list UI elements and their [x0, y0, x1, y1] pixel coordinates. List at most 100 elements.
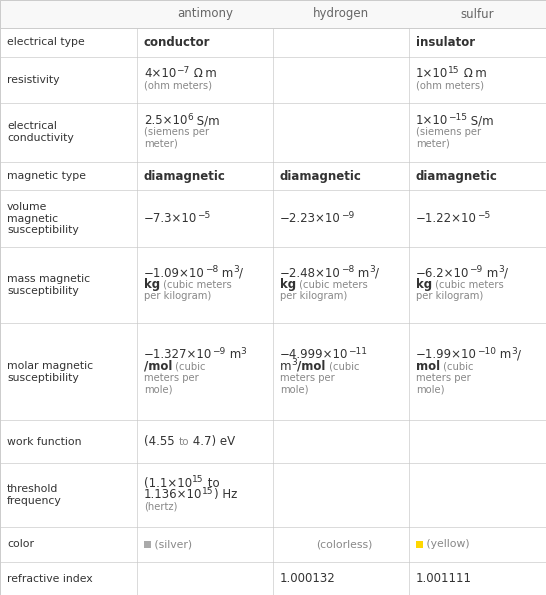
- Text: hydrogen: hydrogen: [313, 8, 369, 20]
- Text: 4.7) eV: 4.7) eV: [189, 436, 235, 448]
- Text: to: to: [179, 437, 189, 447]
- Text: mole): mole): [416, 384, 444, 394]
- Text: refractive index: refractive index: [7, 574, 93, 584]
- Text: −2.23×10: −2.23×10: [280, 212, 341, 225]
- Bar: [0, 57, 546, 102]
- Text: mass magnetic
susceptibility: mass magnetic susceptibility: [7, 274, 90, 296]
- Bar: [0, 527, 546, 562]
- Bar: [0, 28, 546, 57]
- Text: per kilogram): per kilogram): [280, 292, 347, 302]
- Text: −9: −9: [470, 265, 483, 274]
- Text: 3: 3: [292, 358, 297, 367]
- Bar: [0, 464, 546, 527]
- Text: 3: 3: [241, 346, 246, 356]
- Text: (hertz): (hertz): [144, 502, 177, 511]
- Bar: [0, 102, 546, 162]
- Text: (silver): (silver): [151, 540, 192, 549]
- Text: (ohm meters): (ohm meters): [144, 80, 212, 90]
- Text: molar magnetic
susceptibility: molar magnetic susceptibility: [7, 361, 93, 383]
- Text: −4.999×10: −4.999×10: [280, 348, 348, 361]
- Text: −5: −5: [197, 211, 211, 220]
- Text: kg: kg: [144, 278, 160, 292]
- Text: −9: −9: [212, 346, 225, 356]
- Text: /: /: [239, 267, 243, 280]
- Text: −8: −8: [341, 265, 354, 274]
- Text: meter): meter): [416, 139, 450, 149]
- Text: m: m: [496, 348, 511, 361]
- Bar: [0, 323, 546, 420]
- Text: magnetic type: magnetic type: [7, 171, 86, 181]
- Text: 3: 3: [369, 265, 375, 274]
- Text: 1.136×10: 1.136×10: [144, 488, 203, 502]
- Text: S/m: S/m: [467, 114, 494, 127]
- Text: −7: −7: [176, 66, 189, 75]
- Text: ) Hz: ) Hz: [214, 488, 238, 502]
- Text: antimony: antimony: [177, 8, 233, 20]
- Text: (cubic: (cubic: [173, 361, 206, 371]
- Text: /: /: [503, 267, 508, 280]
- Bar: [0, 162, 546, 190]
- Text: threshold
frequency: threshold frequency: [7, 484, 62, 506]
- Bar: [0, 420, 546, 464]
- Text: diamagnetic: diamagnetic: [144, 170, 226, 183]
- Text: −2.48×10: −2.48×10: [280, 267, 341, 280]
- Text: −1.22×10: −1.22×10: [416, 212, 477, 225]
- Text: (cubic meters: (cubic meters: [296, 280, 368, 290]
- Text: 3: 3: [511, 346, 517, 356]
- Text: /: /: [517, 348, 521, 361]
- Text: −10: −10: [477, 346, 496, 356]
- Text: kg: kg: [416, 278, 432, 292]
- Text: conductor: conductor: [144, 36, 211, 49]
- Text: m: m: [280, 359, 292, 372]
- Text: (cubic meters: (cubic meters: [432, 280, 504, 290]
- Text: 4×10: 4×10: [144, 67, 176, 80]
- Text: Ω m: Ω m: [189, 67, 216, 80]
- Text: −11: −11: [348, 346, 367, 356]
- Text: 1.000132: 1.000132: [280, 572, 336, 585]
- Text: −7.3×10: −7.3×10: [144, 212, 197, 225]
- Text: m: m: [225, 348, 241, 361]
- Text: meters per: meters per: [280, 372, 335, 383]
- Text: meter): meter): [144, 139, 178, 149]
- Text: (cubic meters: (cubic meters: [160, 280, 232, 290]
- Text: /mol: /mol: [297, 359, 325, 372]
- Text: insulator: insulator: [416, 36, 475, 49]
- Bar: [144, 541, 151, 548]
- Text: (ohm meters): (ohm meters): [416, 80, 484, 90]
- Text: −1.99×10: −1.99×10: [416, 348, 477, 361]
- Text: Ω m: Ω m: [460, 67, 486, 80]
- Text: 1×10: 1×10: [416, 114, 448, 127]
- Text: 15: 15: [203, 487, 214, 496]
- Text: (siemens per: (siemens per: [416, 127, 481, 137]
- Text: m: m: [354, 267, 369, 280]
- Text: kg: kg: [280, 278, 296, 292]
- Text: 3: 3: [498, 265, 503, 274]
- Text: 15: 15: [192, 475, 204, 484]
- Text: electrical
conductivity: electrical conductivity: [7, 121, 74, 143]
- Text: electrical type: electrical type: [7, 37, 85, 48]
- Text: S/m: S/m: [193, 114, 219, 127]
- Text: diamagnetic: diamagnetic: [280, 170, 362, 183]
- Text: mol: mol: [416, 359, 440, 372]
- Text: −1.09×10: −1.09×10: [144, 267, 205, 280]
- Text: m: m: [218, 267, 233, 280]
- Bar: [0, 0, 546, 28]
- Bar: [0, 246, 546, 323]
- Text: volume
magnetic
susceptibility: volume magnetic susceptibility: [7, 202, 79, 235]
- Text: color: color: [7, 540, 34, 549]
- Text: per kilogram): per kilogram): [144, 292, 211, 302]
- Text: (siemens per: (siemens per: [144, 127, 209, 137]
- Text: −1.327×10: −1.327×10: [144, 348, 212, 361]
- Text: to: to: [204, 477, 219, 490]
- Bar: [416, 541, 423, 548]
- Text: −8: −8: [205, 265, 218, 274]
- Text: 1.001111: 1.001111: [416, 572, 472, 585]
- Text: −9: −9: [341, 211, 354, 220]
- Text: meters per: meters per: [144, 372, 199, 383]
- Text: −15: −15: [448, 112, 467, 122]
- Text: 6: 6: [187, 112, 193, 122]
- Text: work function: work function: [7, 437, 81, 447]
- Text: 1×10: 1×10: [416, 67, 448, 80]
- Text: (cubic: (cubic: [325, 361, 359, 371]
- Text: (4.55: (4.55: [144, 436, 179, 448]
